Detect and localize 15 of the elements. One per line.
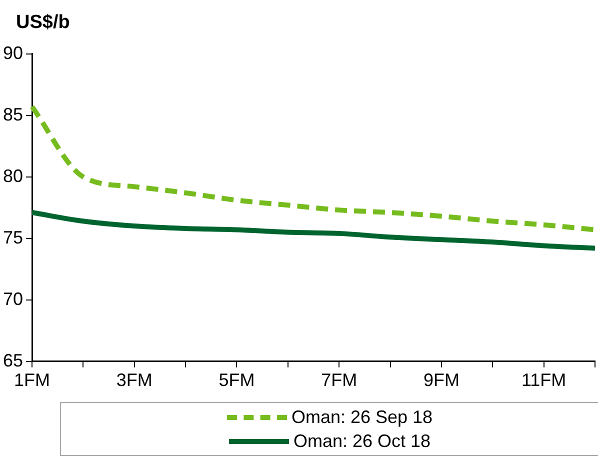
- x-tick-label: 7FM: [321, 370, 358, 390]
- y-tick-label: 75: [2, 227, 24, 248]
- y-tick-label: 90: [2, 42, 24, 63]
- y-axis-title: US$/b: [16, 12, 70, 34]
- x-tick-label: 5FM: [218, 370, 255, 390]
- x-tick-label: 11FM: [521, 370, 566, 390]
- x-tick-label: 1FM: [14, 370, 50, 390]
- y-tick-label: 65: [2, 350, 24, 370]
- y-tick-label: 80: [2, 166, 24, 186]
- x-tick-label: 3FM: [116, 370, 152, 390]
- x-tick-label: 9FM: [423, 370, 460, 390]
- y-tick-label: 85: [2, 104, 24, 124]
- legend-label: Oman: 26 Oct 18: [293, 430, 431, 452]
- y-tick-label: 70: [2, 288, 24, 309]
- legend-label: Oman: 26 Sep 18: [291, 406, 433, 428]
